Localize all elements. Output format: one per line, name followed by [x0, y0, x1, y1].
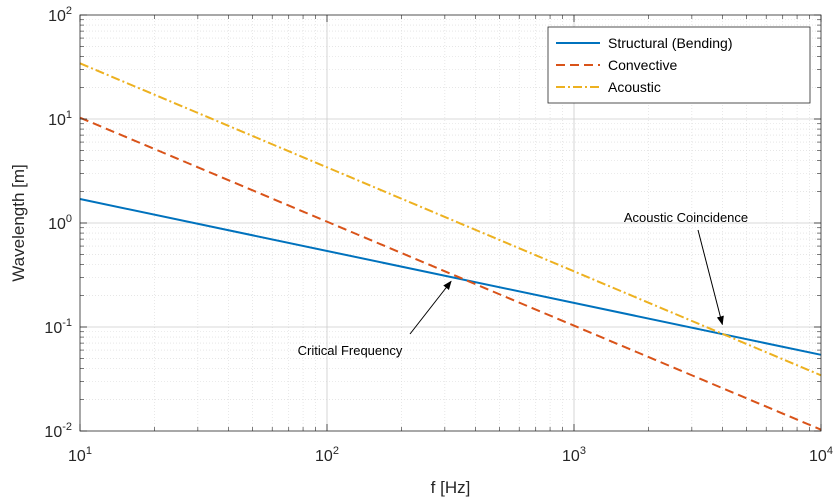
annotation-label: Critical Frequency: [298, 343, 403, 358]
y-axis-label: Wavelength [m]: [9, 164, 28, 281]
series-line-3: [79, 62, 822, 377]
x-tick-label: 104: [809, 445, 833, 465]
y-tick-label: 100: [48, 213, 72, 233]
annotation-arrow: [409, 280, 452, 335]
annotations: Critical Frequency Acoustic Coincidence: [298, 210, 749, 358]
y-tick-label: 102: [48, 5, 72, 25]
tick-labels: 101 102 103 104 10-2 10-1 100 101 102: [44, 5, 833, 465]
y-tick-label: 101: [48, 109, 72, 129]
axis-ticks: [79, 14, 822, 432]
x-tick-label: 103: [562, 445, 586, 465]
x-tick-label: 102: [315, 445, 339, 465]
x-axis-label: f [Hz]: [431, 478, 471, 497]
legend-label: Convective: [608, 57, 677, 73]
annotation-arrow: [697, 229, 724, 326]
annotation-label: Acoustic Coincidence: [624, 210, 748, 225]
series-line-1: [79, 198, 822, 356]
legend-label: Structural (Bending): [608, 35, 733, 51]
x-tick-label: 101: [68, 445, 92, 465]
series-lines: [79, 62, 822, 431]
legend-label: Acoustic: [608, 79, 661, 95]
legend: Structural (Bending) Convective Acoustic: [547, 26, 811, 104]
series-line-2: [79, 116, 822, 431]
y-tick-label: 10-1: [44, 317, 72, 337]
y-tick-label: 10-2: [44, 421, 72, 441]
